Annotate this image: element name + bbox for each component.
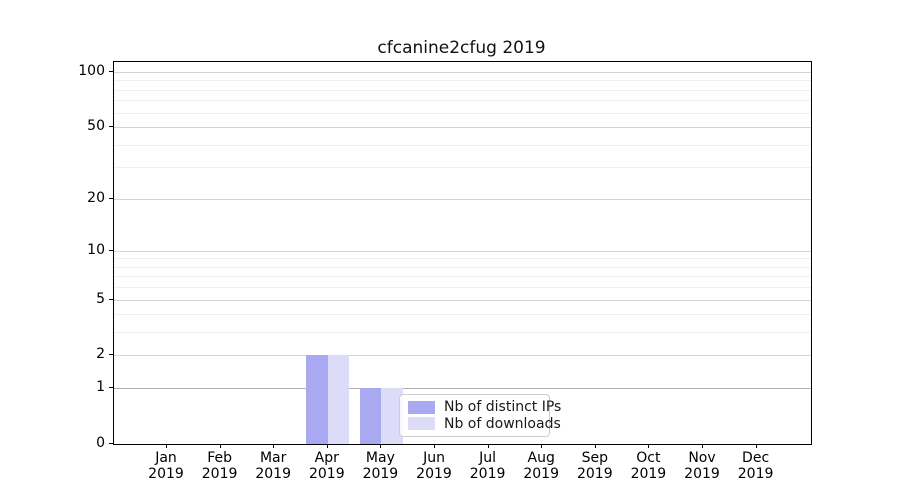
- x-tick-label: Jun 2019: [407, 450, 461, 482]
- y-tick-mark: [109, 197, 113, 199]
- x-tick-label: Jan 2019: [139, 450, 193, 482]
- x-tick-month: Apr: [314, 450, 339, 466]
- x-tick-year: 2019: [362, 466, 399, 482]
- y-tick-label: 20: [87, 189, 105, 206]
- gridline-major: [114, 299, 811, 301]
- gridline-major: [114, 388, 811, 390]
- x-tick-mark: [487, 444, 489, 448]
- legend-label-downloads: Nb of downloads: [444, 415, 561, 432]
- x-tick-year: 2019: [201, 466, 238, 482]
- legend-swatch-distinct-ips: [408, 400, 435, 414]
- x-tick-label: Nov 2019: [675, 450, 729, 482]
- x-tick-month: Jan: [155, 450, 177, 466]
- gridline-minor: [114, 332, 811, 334]
- x-tick-label: Jul 2019: [461, 450, 515, 482]
- gridline-minor: [114, 100, 811, 102]
- x-tick-label: Dec 2019: [729, 450, 783, 482]
- gridline-major: [114, 355, 811, 357]
- gridline-minor: [114, 144, 811, 146]
- gridline-minor: [114, 89, 811, 91]
- legend: Nb of distinct IPs Nb of downloads: [399, 394, 561, 437]
- y-tick-mark: [109, 387, 113, 389]
- x-tick-mark: [702, 444, 703, 448]
- legend-row-downloads: Nb of downloads: [408, 416, 561, 432]
- plot-area: Nb of distinct IPs Nb of downloads: [113, 61, 812, 445]
- x-tick-mark: [648, 444, 650, 448]
- y-tick-mark: [109, 126, 113, 127]
- x-tick-month: Sep: [581, 450, 608, 466]
- gridline-minor: [114, 276, 811, 278]
- x-tick-month: Jul: [479, 450, 497, 466]
- gridline-major: [114, 127, 811, 128]
- y-tick-label: 100: [78, 62, 105, 79]
- x-tick-label: Feb 2019: [193, 450, 247, 482]
- x-tick-year: 2019: [416, 466, 452, 482]
- x-tick-label: Sep 2019: [568, 450, 622, 482]
- y-tick-mark: [109, 249, 113, 251]
- gridline-minor: [114, 287, 811, 289]
- gridline-minor: [114, 314, 811, 316]
- x-tick-mark: [219, 444, 221, 448]
- x-tick-mark: [380, 444, 382, 448]
- x-tick-mark: [755, 444, 757, 448]
- x-tick-year: 2019: [469, 466, 506, 482]
- x-tick-label: May 2019: [353, 450, 407, 482]
- x-tick-label: Mar 2019: [246, 450, 300, 482]
- gridline-minor: [114, 112, 811, 114]
- y-tick-mark: [109, 298, 113, 300]
- legend-swatch-downloads: [408, 417, 435, 431]
- y-tick-mark: [109, 443, 113, 444]
- x-tick-year: 2019: [308, 466, 345, 482]
- y-tick-label: 5: [96, 290, 105, 307]
- x-tick-month: May: [365, 450, 395, 466]
- y-tick-mark: [109, 354, 113, 356]
- y-tick-label: 50: [87, 118, 105, 134]
- y-tick-mark: [109, 70, 113, 72]
- x-tick-month: Oct: [636, 450, 661, 466]
- bar-nb-of-distinct-ips-may: [360, 388, 382, 444]
- x-tick-mark: [166, 444, 167, 448]
- x-tick-label: Aug 2019: [514, 450, 568, 482]
- gridline-minor: [114, 80, 811, 82]
- x-tick-year: 2019: [255, 466, 291, 482]
- x-tick-year: 2019: [523, 466, 559, 482]
- gridline-major: [114, 250, 811, 252]
- x-tick-year: 2019: [737, 466, 774, 482]
- x-tick-month: Nov: [688, 450, 716, 466]
- legend-row-distinct-ips: Nb of distinct IPs: [408, 399, 561, 415]
- chart-title: cfcanine2cfug 2019: [377, 38, 546, 58]
- y-tick-label: 10: [87, 241, 105, 258]
- legend-label-distinct-ips: Nb of distinct IPs: [444, 399, 562, 416]
- x-tick-mark: [273, 444, 275, 448]
- x-tick-label: Apr 2019: [300, 450, 354, 482]
- bar-nb-of-downloads-may: [381, 388, 403, 444]
- gridline-minor: [114, 167, 811, 169]
- x-tick-year: 2019: [576, 466, 613, 482]
- bar-nb-of-downloads-apr: [327, 355, 350, 444]
- x-tick-month: Jun: [423, 450, 445, 466]
- x-tick-mark: [434, 444, 435, 448]
- x-tick-mark: [594, 444, 596, 448]
- x-tick-month: Mar: [259, 450, 287, 466]
- x-tick-mark: [326, 444, 328, 448]
- gridline-minor: [114, 266, 811, 268]
- x-tick-label: Oct 2019: [621, 450, 675, 482]
- gridline-major: [114, 198, 811, 200]
- x-tick-month: Feb: [207, 450, 232, 466]
- y-tick-label: 2: [96, 346, 105, 363]
- y-tick-label: 0: [96, 435, 105, 451]
- gridline-major: [114, 71, 811, 73]
- x-tick-year: 2019: [630, 466, 667, 482]
- bar-nb-of-distinct-ips-apr: [306, 355, 328, 444]
- x-tick-mark: [541, 444, 543, 448]
- x-tick-month: Aug: [527, 450, 555, 466]
- x-tick-month: Dec: [742, 450, 770, 466]
- x-tick-year: 2019: [684, 466, 720, 482]
- y-tick-label: 1: [96, 379, 105, 396]
- x-tick-year: 2019: [148, 466, 184, 482]
- gridline-minor: [114, 258, 811, 260]
